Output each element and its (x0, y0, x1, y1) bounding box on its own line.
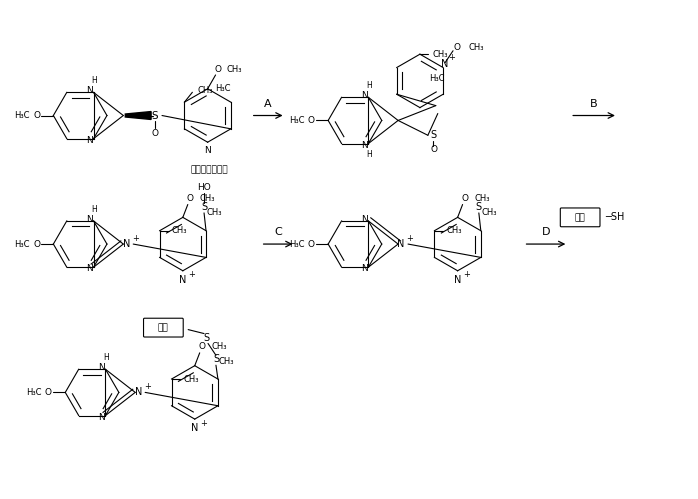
Text: O: O (45, 388, 52, 397)
Text: O: O (186, 194, 193, 203)
Text: N: N (98, 413, 105, 422)
Text: N: N (361, 141, 368, 150)
Text: CH₃: CH₃ (206, 209, 222, 218)
Text: CH₃: CH₃ (227, 64, 242, 73)
Text: CH₃: CH₃ (184, 375, 199, 384)
FancyBboxPatch shape (560, 208, 600, 227)
Text: +: + (406, 234, 413, 243)
Text: H: H (91, 76, 98, 85)
Text: D: D (542, 227, 550, 237)
Text: CH₃: CH₃ (211, 342, 228, 351)
Text: O: O (308, 240, 315, 249)
Text: O: O (214, 64, 221, 73)
Text: H₃C: H₃C (289, 240, 304, 249)
FancyBboxPatch shape (144, 318, 183, 337)
Text: N: N (205, 146, 211, 155)
Text: CH₃: CH₃ (200, 194, 216, 203)
Text: N: N (397, 239, 405, 249)
Text: N: N (87, 136, 93, 145)
Text: O: O (454, 43, 461, 52)
Text: CH₃: CH₃ (468, 43, 484, 52)
Text: N: N (87, 215, 93, 224)
Text: CH₃: CH₃ (475, 194, 490, 203)
Text: N: N (98, 363, 105, 372)
Text: +: + (449, 53, 456, 62)
Text: N: N (87, 86, 93, 95)
Text: +: + (200, 419, 207, 428)
Text: S: S (431, 130, 437, 140)
Text: N: N (441, 58, 449, 68)
Text: N: N (179, 274, 186, 284)
Text: H₃C: H₃C (26, 388, 41, 397)
Text: CH₃: CH₃ (447, 226, 462, 235)
Text: A: A (265, 99, 272, 109)
Text: S: S (201, 202, 207, 212)
Text: CH₃: CH₃ (481, 209, 496, 218)
Text: H₃C: H₃C (14, 240, 29, 249)
Text: 酵素: 酵素 (158, 323, 169, 332)
Text: ─SH: ─SH (605, 213, 625, 223)
Text: S: S (151, 110, 158, 121)
Text: O: O (151, 129, 158, 138)
Text: S: S (213, 354, 219, 364)
Text: 酵素: 酵素 (574, 213, 586, 222)
Text: H: H (366, 81, 372, 90)
Text: H₃C: H₃C (215, 84, 230, 93)
Text: B: B (591, 99, 598, 109)
Text: S: S (203, 332, 209, 342)
Text: H: H (91, 205, 98, 214)
Text: H₃C: H₃C (429, 74, 445, 83)
Text: CH₃: CH₃ (198, 86, 213, 95)
Text: +: + (132, 234, 139, 243)
Text: N: N (191, 423, 198, 433)
Text: N: N (87, 264, 93, 273)
Text: O: O (461, 194, 468, 203)
Text: CH₃: CH₃ (172, 226, 187, 235)
Text: N: N (361, 91, 368, 100)
Text: N: N (361, 264, 368, 273)
Text: H: H (103, 353, 110, 362)
Text: N: N (361, 215, 368, 224)
Text: 及び鸟像異性体: 及び鸟像異性体 (191, 165, 228, 174)
Text: H₃C: H₃C (289, 116, 304, 125)
Text: O: O (308, 116, 315, 125)
Polygon shape (126, 112, 151, 119)
Text: O: O (33, 111, 40, 120)
Text: O: O (198, 342, 205, 351)
Text: N: N (135, 387, 142, 397)
Text: +: + (144, 382, 151, 391)
Text: O: O (431, 145, 438, 154)
Text: CH₃: CH₃ (432, 50, 447, 59)
Text: CH₃: CH₃ (218, 357, 234, 366)
Text: HO: HO (197, 183, 211, 192)
Text: H₃C: H₃C (14, 111, 29, 120)
Text: O: O (33, 240, 40, 249)
Text: C: C (274, 227, 282, 237)
Text: N: N (123, 239, 130, 249)
Text: +: + (188, 270, 195, 279)
Text: +: + (463, 270, 470, 279)
Text: S: S (476, 202, 482, 212)
Text: H: H (366, 151, 372, 160)
Text: N: N (454, 274, 461, 284)
